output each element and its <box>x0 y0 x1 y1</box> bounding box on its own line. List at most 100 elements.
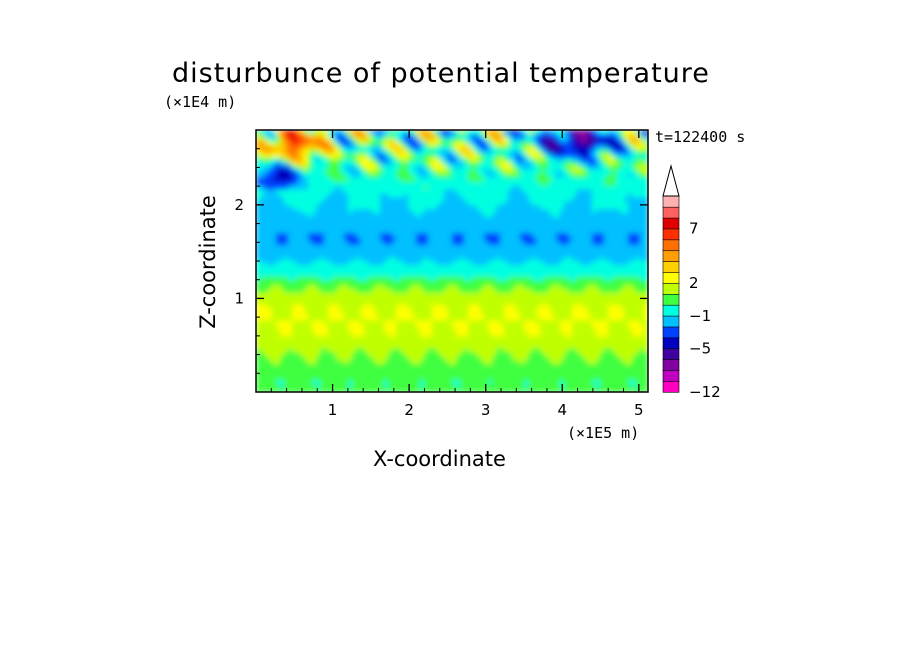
field-cell <box>432 324 437 330</box>
field-cell <box>488 272 493 278</box>
field-cell <box>608 149 613 155</box>
field-cell <box>580 296 585 302</box>
field-cell <box>556 130 561 135</box>
field-cell <box>540 229 545 234</box>
field-cell <box>500 304 505 310</box>
field-cell <box>596 165 601 171</box>
field-cell <box>348 185 353 191</box>
field-cell <box>432 173 437 179</box>
field-cell <box>256 237 261 242</box>
field-cell <box>276 201 281 207</box>
field-cell <box>440 161 445 167</box>
field-cell <box>596 288 601 294</box>
field-cell <box>516 304 521 310</box>
field-cell <box>596 264 601 270</box>
field-cell <box>520 217 525 222</box>
field-cell <box>604 193 609 199</box>
field-cell <box>312 300 317 306</box>
field-cell <box>536 272 541 278</box>
field-cell <box>568 261 573 266</box>
field-cell <box>316 316 321 322</box>
field-cell <box>348 209 353 214</box>
field-cell <box>404 280 409 286</box>
field-cell <box>600 296 605 302</box>
field-cell <box>288 193 293 199</box>
field-cell <box>448 229 453 234</box>
field-cell <box>276 137 281 143</box>
field-cell <box>496 276 501 282</box>
field-cell <box>640 241 645 246</box>
field-cell <box>460 205 465 210</box>
field-cell <box>508 233 513 238</box>
field-cell <box>396 268 401 274</box>
field-cell <box>628 133 633 139</box>
field-cell <box>640 185 645 191</box>
field-cell <box>548 296 553 302</box>
field-cell <box>524 161 529 167</box>
field-cell <box>444 296 449 302</box>
field-cell <box>604 316 609 322</box>
field-cell <box>516 173 521 179</box>
field-cell <box>440 133 445 139</box>
field-cell <box>480 292 485 298</box>
field-cell <box>508 181 513 187</box>
field-cell <box>376 141 381 147</box>
field-cell <box>580 193 585 199</box>
field-cell <box>584 324 589 330</box>
field-cell <box>488 141 493 147</box>
field-cell <box>416 157 421 163</box>
field-cell <box>576 161 581 167</box>
field-cell <box>600 300 605 306</box>
field-cell <box>596 308 601 314</box>
field-cell <box>420 225 425 230</box>
field-cell <box>388 276 393 282</box>
field-cell <box>440 257 445 262</box>
field-cell <box>420 177 425 183</box>
field-cell <box>380 205 385 210</box>
field-cell <box>304 320 309 326</box>
field-cell <box>444 241 449 246</box>
field-cell <box>544 177 549 183</box>
field-cell <box>384 221 389 226</box>
field-cell <box>436 292 441 298</box>
field-cell <box>600 133 605 139</box>
field-cell <box>596 181 601 187</box>
field-cell <box>532 189 537 195</box>
field-cell <box>536 304 541 310</box>
field-cell <box>636 304 641 310</box>
field-cell <box>508 145 513 151</box>
field-cell <box>548 185 553 191</box>
field-cell <box>524 177 529 183</box>
field-cell <box>444 316 449 322</box>
field-cell <box>284 201 289 207</box>
field-cell <box>292 261 297 266</box>
field-cell <box>316 193 321 199</box>
field-cell <box>352 173 357 179</box>
field-cell <box>296 225 301 230</box>
field-cell <box>512 209 517 214</box>
field-cell <box>260 241 265 246</box>
field-cell <box>396 320 401 326</box>
field-cell <box>540 197 545 203</box>
field-cell <box>380 181 385 187</box>
field-cell <box>364 237 369 242</box>
field-cell <box>300 169 305 175</box>
field-cell <box>268 324 273 330</box>
field-cell <box>588 241 593 246</box>
field-cell <box>460 272 465 278</box>
field-cell <box>608 324 613 330</box>
field-cell <box>528 217 533 222</box>
field-cell <box>532 181 537 187</box>
field-cell <box>388 245 393 250</box>
field-cell <box>328 141 333 147</box>
field-cell <box>476 221 481 226</box>
field-cell <box>372 177 377 183</box>
field-cell <box>644 205 648 210</box>
field-cell <box>420 237 425 242</box>
field-cell <box>416 237 421 242</box>
field-cell <box>296 181 301 187</box>
field-cell <box>324 169 329 175</box>
field-cell <box>568 197 573 203</box>
field-cell <box>376 225 381 230</box>
field-cell <box>376 157 381 163</box>
